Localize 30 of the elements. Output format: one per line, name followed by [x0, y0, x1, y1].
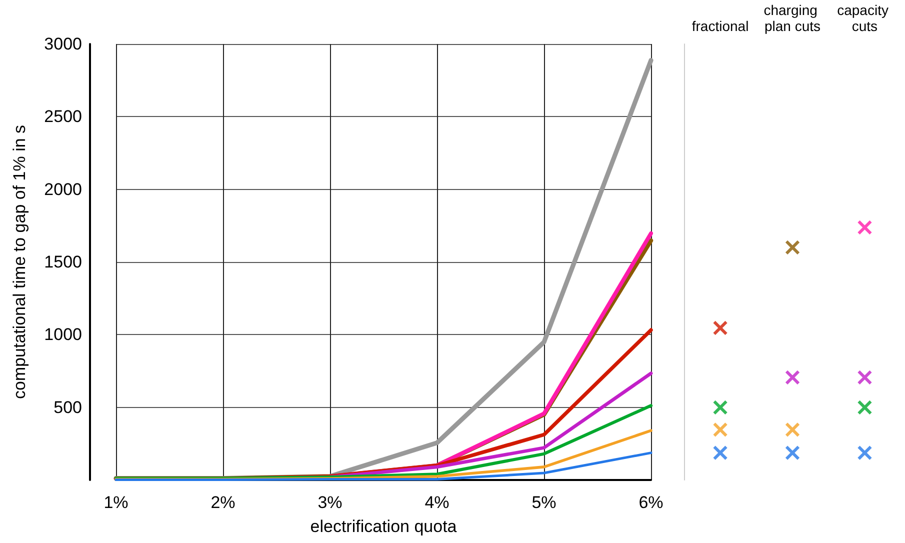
point: [712, 422, 728, 438]
y-tick-label: 2500: [44, 107, 82, 126]
line-series: [114, 452, 652, 481]
y-axis-title: computational time to gap of 1% in s: [10, 124, 29, 400]
x-axis-title: electrification quota: [310, 517, 458, 536]
point: [785, 370, 800, 385]
x-tick-label: 6%: [638, 493, 664, 512]
point: [712, 445, 728, 460]
x-tick-label: 1%: [104, 493, 128, 512]
point: [857, 220, 872, 235]
x-tick-label: 3%: [318, 493, 342, 512]
point: [857, 370, 872, 385]
x-tick-label: charging plan cuts: [764, 2, 822, 34]
y-tick-label: 500: [54, 398, 82, 417]
point: [785, 422, 800, 438]
y-tick-label: 1500: [44, 252, 82, 272]
x-tick-label: fractional: [692, 18, 749, 34]
y-tick-label: 2000: [44, 180, 82, 199]
y-tick-label: 1000: [44, 325, 82, 344]
point: [857, 400, 872, 415]
point: [712, 320, 728, 336]
x-tick-label: 2%: [210, 493, 236, 512]
point: [712, 400, 728, 415]
point: [785, 240, 800, 255]
point: [857, 445, 872, 460]
x-tick-label: 5%: [532, 493, 556, 512]
y-tick-label: 3000: [44, 34, 82, 54]
x-tick-label: 4%: [424, 493, 450, 512]
x-tick-label: capacity cuts: [837, 2, 892, 34]
point: [785, 445, 800, 460]
